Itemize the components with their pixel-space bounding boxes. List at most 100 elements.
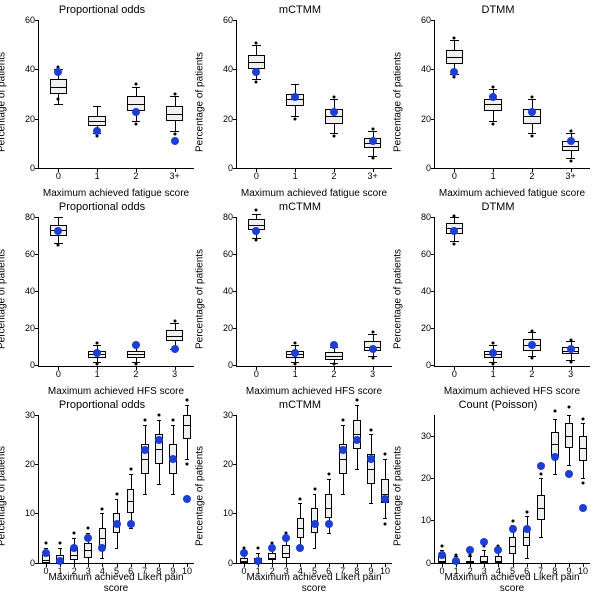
ytick-label: 10: [25, 508, 39, 518]
panel-2: DTMMPercentage of patientsMaximum achiev…: [400, 4, 596, 199]
panel-0: Proportional oddsPercentage of patientsM…: [4, 4, 200, 199]
xtick-label: 8: [354, 563, 359, 576]
xtick-label: 1: [293, 168, 298, 181]
ytick-label: 80: [421, 212, 435, 222]
ytick-label: 60: [421, 15, 435, 25]
xtick-label: 7: [142, 563, 147, 576]
xtick-label: 1: [454, 563, 459, 576]
observed-dot: [127, 520, 135, 528]
ytick-label: 10: [223, 508, 237, 518]
y-axis-label: Percentage of patients: [393, 446, 404, 546]
observed-dot: [466, 546, 474, 554]
observed-dot: [579, 504, 587, 512]
plot-area: 0204060800123: [434, 217, 590, 366]
observed-dot: [252, 68, 260, 76]
y-axis-label: Percentage of patients: [393, 52, 404, 152]
panel-6: Proportional oddsPercentage of patientsM…: [4, 399, 200, 594]
ytick-label: 40: [223, 64, 237, 74]
observed-dot: [537, 462, 545, 470]
xtick-label: 3: [172, 366, 177, 379]
observed-dot: [282, 534, 290, 542]
ytick-label: 10: [421, 515, 435, 525]
boxplot-box: [183, 415, 191, 440]
observed-dot: [291, 349, 299, 357]
xtick-label: 5: [114, 563, 119, 576]
observed-dot: [339, 446, 347, 454]
xtick-label: 8: [552, 563, 557, 576]
ytick-label: 0: [426, 163, 435, 173]
xtick-label: 0: [254, 366, 259, 379]
ytick-label: 0: [30, 558, 39, 568]
observed-dot: [438, 551, 446, 559]
xtick-label: 1: [491, 168, 496, 181]
xtick-label: 6: [326, 563, 331, 576]
plot-area: 02040600123+: [38, 20, 194, 169]
ytick-label: 20: [421, 114, 435, 124]
xtick-label: 0: [242, 563, 247, 576]
y-axis-label: Percentage of patients: [195, 52, 206, 152]
ytick-label: 0: [30, 360, 39, 370]
xtick-label: 2: [133, 366, 138, 379]
xtick-label: 9: [368, 563, 373, 576]
plot-area: 0204060800123: [236, 217, 392, 366]
xtick-label: 3+: [367, 168, 377, 181]
boxplot-box: [480, 556, 488, 562]
observed-dot: [480, 538, 488, 546]
ytick-label: 20: [421, 473, 435, 483]
observed-dot: [93, 127, 101, 135]
boxplot-box: [325, 494, 333, 519]
observed-dot: [171, 137, 179, 145]
y-axis-label: Percentage of patients: [195, 249, 206, 349]
xtick-label: 3: [482, 563, 487, 576]
ytick-label: 40: [25, 64, 39, 74]
observed-dot: [155, 436, 163, 444]
observed-dot: [489, 93, 497, 101]
xtick-label: 0: [452, 168, 457, 181]
boxplot-box: [282, 545, 290, 557]
xtick-label: 3+: [565, 168, 575, 181]
xtick-label: 3: [284, 563, 289, 576]
observed-dot: [42, 549, 50, 557]
observed-dot: [367, 455, 375, 463]
xtick-label: 3+: [169, 168, 179, 181]
xtick-label: 1: [491, 366, 496, 379]
xtick-label: 9: [170, 563, 175, 576]
xtick-label: 1: [95, 366, 100, 379]
ytick-label: 80: [223, 212, 237, 222]
ytick-label: 60: [25, 15, 39, 25]
observed-dot: [330, 108, 338, 116]
observed-dot: [296, 544, 304, 552]
xtick-label: 10: [380, 563, 390, 576]
panel-5: DTMMPercentage of patientsMaximum achiev…: [400, 201, 596, 396]
x-axis-label: Maximum achieved HFS score: [434, 386, 590, 397]
xtick-label: 7: [340, 563, 345, 576]
xtick-label: 1: [58, 563, 63, 576]
ytick-label: 60: [421, 249, 435, 259]
xtick-label: 5: [510, 563, 515, 576]
ytick-label: 20: [25, 114, 39, 124]
observed-dot: [369, 345, 377, 353]
xtick-label: 8: [156, 563, 161, 576]
x-axis-label: Maximum achieved fatigue score: [236, 188, 392, 199]
ytick-label: 20: [223, 323, 237, 333]
observed-dot: [169, 455, 177, 463]
y-axis-label: Percentage of patients: [0, 446, 8, 546]
observed-dot: [254, 557, 262, 565]
observed-dot: [54, 68, 62, 76]
observed-dot: [528, 108, 536, 116]
xtick-label: 2: [133, 168, 138, 181]
xtick-label: 2: [331, 366, 336, 379]
ytick-label: 40: [25, 286, 39, 296]
observed-dot: [489, 349, 497, 357]
panel-title: Count (Poisson): [400, 399, 596, 411]
observed-dot: [54, 227, 62, 235]
observed-dot: [252, 227, 260, 235]
xtick-label: 0: [254, 168, 259, 181]
ytick-label: 20: [25, 459, 39, 469]
xtick-label: 10: [182, 563, 192, 576]
xtick-label: 2: [331, 168, 336, 181]
y-axis-label: Percentage of patients: [393, 249, 404, 349]
panel-4: mCTMMPercentage of patientsMaximum achie…: [202, 201, 398, 396]
observed-dot: [551, 453, 559, 461]
ytick-label: 0: [228, 360, 237, 370]
